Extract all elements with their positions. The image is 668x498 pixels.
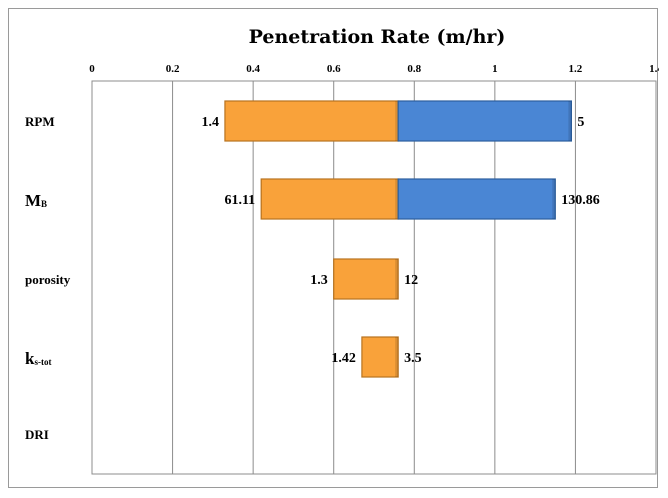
x-axis-ticks: 0 0.2 0.4 0.6 0.8 1 1.2 1.4 <box>89 63 659 75</box>
data-label-high: 12 <box>404 273 418 288</box>
x-tick-label: 0 <box>89 63 95 75</box>
tornado-chart: Penetration Rate (m/hr) 0 0.2 0.4 0.6 0.8 1 1.… <box>25 26 659 475</box>
bars <box>224 100 572 378</box>
high-bar <box>397 100 572 142</box>
high-bar <box>397 178 556 220</box>
low-bar <box>333 258 399 300</box>
category-label: DRI <box>25 427 49 442</box>
data-label-high: 3.5 <box>404 351 422 366</box>
bar-shadow <box>395 337 399 377</box>
bar-shadow <box>395 179 399 219</box>
category-label: ks-tot <box>25 349 51 368</box>
category-label: porosity <box>25 272 71 287</box>
bar-shadow <box>395 101 399 141</box>
x-tick-label: 1.4 <box>649 63 659 75</box>
data-label-low: 1.4 <box>201 115 219 130</box>
low-bar <box>361 336 399 378</box>
chart-frame: Penetration Rate (m/hr) 0 0.2 0.4 0.6 0.8 1 1.… <box>8 8 659 488</box>
category-label: RPM <box>25 114 55 129</box>
bar-shadow <box>395 259 399 299</box>
x-tick-label: 0.8 <box>407 63 421 75</box>
x-tick-label: 0.2 <box>166 63 180 75</box>
data-label-low: 1.3 <box>310 273 328 288</box>
x-tick-label: 1.2 <box>569 63 583 75</box>
low-bar <box>224 100 399 142</box>
gridlines <box>91 80 657 475</box>
data-labels: 1.4 5 61.11 130.86 1.3 12 1.42 3.5 <box>201 115 599 366</box>
data-label-high: 5 <box>577 115 584 130</box>
chart-title: Penetration Rate (m/hr) <box>249 26 506 48</box>
category-label: MB <box>25 191 47 210</box>
bar-shadow <box>568 101 572 141</box>
data-label-low: 1.42 <box>331 351 356 366</box>
x-tick-label: 0.4 <box>246 63 260 75</box>
low-bar <box>260 178 399 220</box>
x-tick-label: 1 <box>492 63 498 75</box>
data-label-low: 61.11 <box>224 193 255 208</box>
category-labels: RPM MB porosity ks-tot DRI <box>25 114 71 442</box>
data-label-high: 130.86 <box>561 193 600 208</box>
bar-shadow <box>552 179 556 219</box>
x-tick-label: 0.6 <box>327 63 341 75</box>
